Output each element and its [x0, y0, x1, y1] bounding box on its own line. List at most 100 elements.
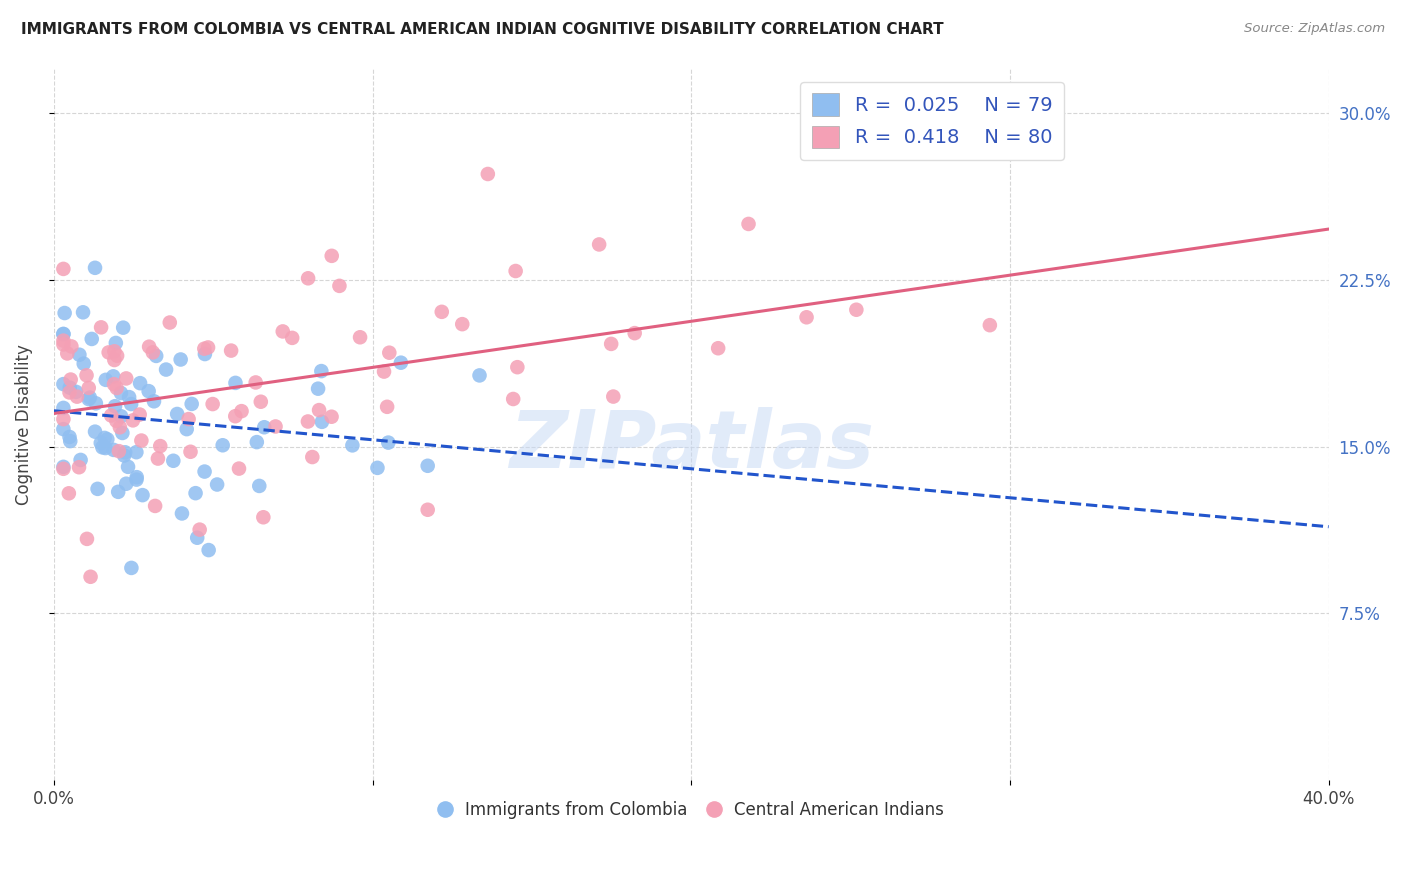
Point: [308, 403, 330, 417]
Text: ZIPatlas: ZIPatlas: [509, 407, 873, 484]
Point: [264, 419, 287, 434]
Point: [76, 368, 98, 383]
Point: [104, 335, 127, 350]
Point: [79, 391, 101, 405]
Point: [52, 334, 75, 348]
Point: [506, 360, 529, 375]
Point: [194, 465, 217, 479]
Point: [430, 305, 453, 319]
Point: [114, 445, 136, 459]
Point: [311, 364, 333, 378]
Point: [52, 412, 75, 426]
Point: [138, 384, 160, 398]
Point: [52, 326, 75, 341]
Point: [117, 459, 139, 474]
Point: [73, 357, 96, 371]
Point: [90, 320, 112, 334]
Point: [349, 330, 371, 344]
Point: [115, 476, 138, 491]
Point: [155, 362, 177, 376]
Point: [112, 449, 135, 463]
Point: [307, 382, 329, 396]
Point: [623, 326, 645, 340]
Point: [247, 479, 270, 493]
Point: [111, 425, 134, 440]
Point: [378, 345, 401, 359]
Text: Source: ZipAtlas.com: Source: ZipAtlas.com: [1244, 22, 1385, 36]
Point: [125, 445, 148, 459]
Point: [451, 317, 474, 331]
Point: [142, 345, 165, 359]
Point: [138, 340, 160, 354]
Point: [505, 264, 527, 278]
Point: [103, 377, 125, 392]
Point: [105, 381, 128, 395]
Point: [377, 435, 399, 450]
Point: [249, 394, 271, 409]
Point: [186, 531, 208, 545]
Point: [52, 459, 75, 474]
Point: [375, 400, 398, 414]
Point: [122, 413, 145, 427]
Point: [110, 409, 132, 424]
Point: [193, 342, 215, 356]
Point: [108, 420, 131, 434]
Point: [184, 486, 207, 500]
Point: [96, 433, 118, 447]
Point: [197, 543, 219, 558]
Point: [179, 444, 201, 458]
Point: [86, 482, 108, 496]
Point: [321, 249, 343, 263]
Point: [120, 397, 142, 411]
Point: [69, 453, 91, 467]
Point: [115, 371, 138, 385]
Point: [103, 369, 125, 384]
Point: [77, 381, 100, 395]
Point: [588, 237, 610, 252]
Point: [228, 461, 250, 475]
Point: [177, 412, 200, 426]
Point: [707, 341, 730, 355]
Point: [94, 441, 117, 455]
Point: [59, 434, 82, 448]
Point: [297, 271, 319, 285]
Point: [110, 386, 132, 401]
Point: [129, 376, 152, 391]
Point: [205, 477, 228, 491]
Point: [176, 422, 198, 436]
Point: [979, 318, 1001, 333]
Point: [301, 450, 323, 464]
Point: [65, 384, 87, 399]
Point: [103, 353, 125, 368]
Point: [76, 532, 98, 546]
Point: [245, 376, 267, 390]
Point: [112, 320, 135, 334]
Point: [271, 325, 294, 339]
Point: [845, 302, 868, 317]
Point: [416, 502, 439, 516]
Point: [52, 261, 75, 276]
Point: [58, 486, 80, 500]
Point: [58, 430, 80, 444]
Point: [118, 390, 141, 404]
Point: [224, 409, 246, 424]
Point: [72, 305, 94, 319]
Point: [321, 409, 343, 424]
Point: [162, 454, 184, 468]
Point: [297, 415, 319, 429]
Point: [146, 451, 169, 466]
Point: [342, 438, 364, 452]
Point: [66, 390, 89, 404]
Point: [52, 337, 75, 351]
Point: [105, 349, 128, 363]
Point: [56, 346, 79, 360]
Point: [231, 404, 253, 418]
Point: [103, 442, 125, 457]
Point: [67, 460, 90, 475]
Point: [125, 473, 148, 487]
Point: [103, 344, 125, 359]
Point: [84, 425, 107, 439]
Point: [93, 431, 115, 445]
Point: [58, 385, 80, 400]
Point: [79, 570, 101, 584]
